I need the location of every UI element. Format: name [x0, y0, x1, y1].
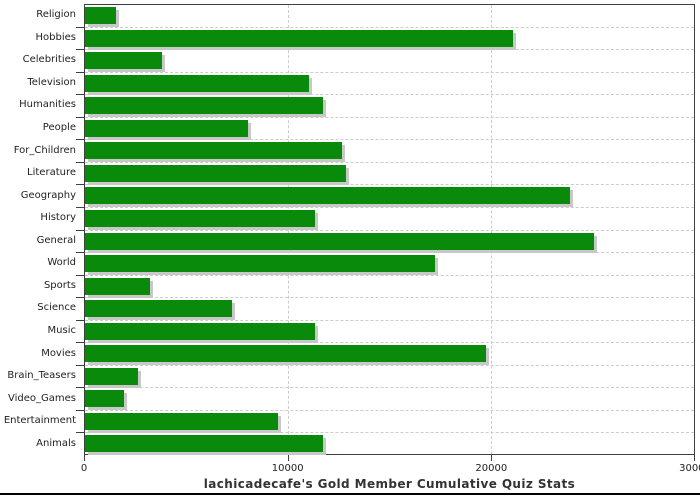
bar-world — [85, 255, 435, 273]
bar-television — [85, 74, 309, 92]
chart-title: lachicadecafe's Gold Member Cumulative Q… — [203, 477, 576, 491]
category-label-entertainment: Entertainment — [3, 415, 76, 427]
x-axis-tick — [491, 455, 493, 461]
bar-brain_teasers — [85, 367, 138, 385]
bar-religion — [85, 7, 116, 24]
y-axis-tick — [76, 94, 84, 96]
y-axis-tick — [76, 409, 84, 411]
x-axis-tick — [287, 455, 289, 461]
horizontal-gridline — [85, 409, 694, 411]
category-label-literature: Literature — [27, 167, 76, 179]
horizontal-gridline — [85, 229, 694, 231]
bar-music — [85, 322, 315, 340]
category-label-movies: Movies — [41, 347, 76, 359]
bar-history — [85, 209, 315, 227]
y-axis-tick — [76, 364, 84, 366]
horizontal-gridline — [85, 432, 694, 434]
category-label-television: Television — [27, 76, 76, 88]
category-label-humanities: Humanities — [19, 99, 76, 111]
bar-humanities — [85, 97, 323, 115]
bar-hobbies — [85, 29, 513, 47]
category-label-animals: Animals — [36, 437, 76, 449]
horizontal-gridline — [85, 184, 694, 186]
bar-celebrities — [85, 52, 162, 70]
bar-entertainment — [85, 412, 278, 430]
category-label-music: Music — [47, 324, 76, 336]
horizontal-gridline — [85, 319, 694, 321]
y-axis-tick — [76, 252, 84, 254]
x-axis-tick — [694, 455, 695, 461]
y-axis-tick — [76, 206, 84, 208]
bar-geography — [85, 187, 570, 205]
category-label-people: People — [42, 122, 76, 134]
bar-sports — [85, 277, 150, 295]
y-axis-tick — [76, 274, 84, 276]
category-label-geography: Geography — [20, 189, 76, 201]
category-label-sports: Sports — [43, 279, 76, 291]
horizontal-gridline — [85, 139, 694, 141]
bar-literature — [85, 164, 346, 182]
bar-science — [85, 300, 232, 318]
horizontal-gridline — [85, 252, 694, 254]
y-axis-tick — [76, 71, 84, 73]
y-axis-tick — [76, 297, 84, 299]
category-label-hobbies: Hobbies — [35, 31, 76, 43]
category-label-for_children: For_Children — [13, 144, 76, 156]
category-label-brain_teasers: Brain_Teasers — [7, 370, 76, 382]
plot-area — [84, 4, 695, 455]
x-axis-tick-label: 10000 — [271, 463, 304, 474]
category-label-video_games: Video_Games — [8, 392, 76, 404]
y-axis-tick — [76, 49, 84, 51]
horizontal-gridline — [85, 116, 694, 118]
horizontal-gridline — [85, 387, 694, 389]
y-axis-tick — [76, 184, 84, 186]
category-label-celebrities: Celebrities — [22, 54, 76, 66]
x-axis-tick-label: 20000 — [475, 463, 508, 474]
y-axis-tick — [76, 432, 84, 434]
x-axis-tick-label: 0 — [80, 463, 88, 474]
bar-for_children — [85, 142, 342, 160]
bar-video_games — [85, 390, 124, 408]
x-axis-tick-label: 30000 — [679, 463, 700, 474]
horizontal-gridline — [85, 49, 694, 51]
horizontal-gridline — [85, 297, 694, 299]
horizontal-gridline — [85, 274, 694, 276]
y-axis-tick — [76, 229, 84, 231]
bar-movies — [85, 345, 486, 363]
y-axis-tick — [76, 387, 84, 389]
y-axis-tick — [76, 319, 84, 321]
category-label-history: History — [40, 212, 76, 224]
horizontal-gridline — [85, 26, 694, 28]
horizontal-gridline — [85, 206, 694, 208]
horizontal-gridline — [85, 161, 694, 163]
category-label-religion: Religion — [36, 9, 76, 21]
horizontal-gridline — [85, 71, 694, 73]
y-axis-tick — [76, 26, 84, 28]
x-axis-tick — [84, 455, 85, 461]
horizontal-gridline — [85, 364, 694, 366]
category-label-world: World — [47, 257, 76, 269]
bar-animals — [85, 435, 323, 453]
bar-people — [85, 119, 248, 137]
horizontal-gridline — [85, 342, 694, 344]
y-axis-tick — [76, 116, 84, 118]
bar-general — [85, 232, 594, 250]
y-axis-tick — [76, 161, 84, 163]
category-label-general: General — [36, 234, 76, 246]
y-axis-tick — [76, 342, 84, 344]
bottom-rule — [0, 493, 700, 495]
horizontal-gridline — [85, 94, 694, 96]
category-label-science: Science — [37, 302, 76, 314]
y-axis-tick — [76, 139, 84, 141]
